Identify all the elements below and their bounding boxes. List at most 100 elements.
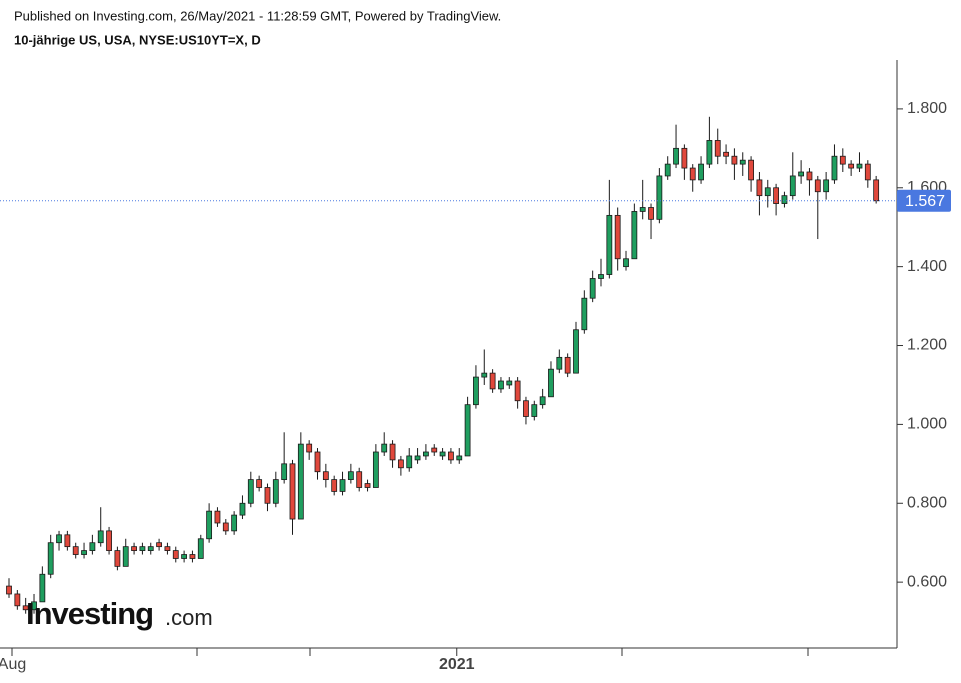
candle-body [64,534,71,548]
candle [147,542,154,555]
candle [281,432,288,484]
candle [506,377,513,389]
candle-body [506,380,513,386]
candle-body [139,546,146,551]
candle-body [97,530,104,544]
candle-body [548,368,554,398]
candle-body [89,542,96,551]
candle [581,290,588,334]
candle [347,463,354,484]
candle [873,175,880,204]
y-tick-label: 1.400 [907,258,947,275]
candle [698,156,704,184]
candle-body [389,443,396,461]
candle [39,566,46,603]
candle-body [531,404,538,417]
candle [406,448,413,472]
candle [606,179,613,279]
candle [72,542,79,559]
candle [598,258,604,287]
candle [623,250,629,271]
candle-body [473,376,479,406]
candle [514,377,521,409]
candle-body [639,207,646,212]
candle [372,444,379,488]
candle-body [498,380,504,390]
candle [397,455,404,476]
candle-body [848,163,855,169]
candle [22,597,29,614]
candle-body [356,471,363,488]
candle-body [739,159,746,165]
last-price-label: 1.567 [905,193,945,210]
candle [322,463,329,488]
candle [564,353,571,378]
candle [798,160,805,184]
candle [831,144,838,184]
candle-body [431,447,438,453]
candle [331,475,338,496]
candle [614,207,621,271]
candle [773,183,780,216]
candle [756,172,763,216]
candle [589,270,596,303]
candle-body [614,214,621,260]
candle-body [47,542,54,575]
candle [164,542,171,555]
x-tick-label: 2021 [439,656,475,673]
candle [247,471,254,508]
candle [364,479,371,492]
last-price-badge [897,189,951,212]
y-tick-label: 0.800 [907,494,947,511]
candle-body [673,147,679,165]
candle-body [339,479,346,492]
candle [314,448,321,480]
candle [523,396,529,425]
candle [431,444,438,456]
candle [356,467,363,492]
candle-body [222,522,229,532]
chart-title: 10-jährige US, USA, NYSE:US10YT=X, D [14,32,261,47]
candle-body [423,451,429,457]
candle [856,152,863,172]
candle [81,542,87,559]
candle-body [306,443,313,453]
candle-body [698,163,704,181]
candle-body [464,404,471,457]
candle-body [81,550,87,555]
candle [381,432,388,456]
candle-body [873,179,880,202]
candle-body [397,459,404,469]
candle-body [623,258,629,268]
candle [14,590,21,610]
x-tick-label: Aug [0,656,26,673]
candle-body [806,171,813,181]
candle-body [181,554,188,559]
candle-body [839,155,846,165]
candle [573,321,579,374]
candle-body [556,356,563,370]
candle [648,203,654,240]
candle [456,448,463,464]
candle-body [206,510,213,540]
candle [439,448,446,460]
candle [781,191,788,208]
candle-body [272,479,279,504]
candle-body [773,187,780,204]
candle-body [798,171,805,177]
candle-body [22,605,29,611]
candle-body [231,514,238,532]
candle [681,144,688,180]
candle [89,534,96,555]
candle-body [281,463,288,481]
candle [539,388,546,409]
candle [498,377,504,393]
candle [181,550,188,563]
candle-body [6,585,12,595]
candle [272,471,279,508]
candle-body [781,195,788,204]
candle-body [256,479,263,488]
candle [689,164,696,192]
candle [864,160,871,188]
candle-body [439,451,446,457]
